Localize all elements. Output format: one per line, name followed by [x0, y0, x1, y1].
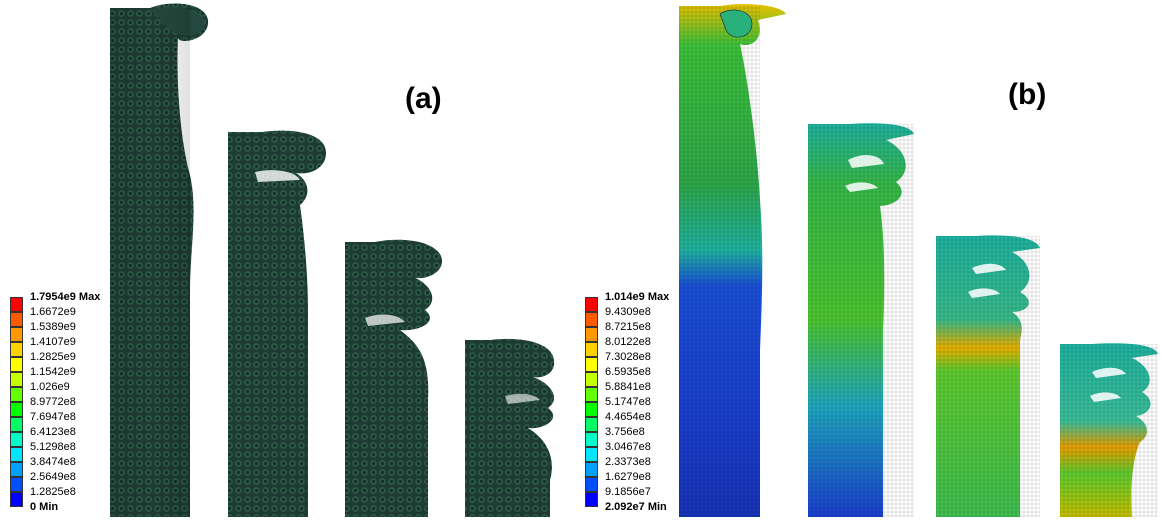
legend-a-value-2: 1.5389e9: [30, 321, 76, 333]
legend-b-value-9: 3.756e8: [605, 426, 645, 438]
legend-a-value-3: 1.4107e9: [30, 336, 76, 348]
panel-a: (a) 1.7954e9 Max 1.6672e9 1.5389e9 1.410…: [0, 0, 580, 520]
legend-b-value-8: 4.4654e8: [605, 411, 651, 423]
legend-a-value-5: 1.1542e9: [30, 366, 76, 378]
legend-b-value-2: 8.7215e8: [605, 321, 651, 333]
legend-a-value-8: 7.6947e8: [30, 411, 76, 423]
legend-a-swatch-10: [10, 447, 23, 462]
panel-b-mesh: [679, 4, 1158, 518]
legend-b-swatch-7: [585, 402, 598, 417]
panel-a-label: (a): [405, 82, 442, 115]
legend-a: 1.7954e9 Max 1.6672e9 1.5389e9 1.4107e9 …: [10, 291, 110, 517]
legend-b-swatch-5: [585, 372, 598, 387]
legend-a-swatch-6: [10, 387, 23, 402]
legend-b-value-6: 5.8841e8: [605, 381, 651, 393]
panel-b-label: (b): [1008, 78, 1047, 111]
legend-a-value-0: 1.7954e9 Max: [30, 291, 101, 303]
legend-a-value-12: 2.5649e8: [30, 471, 76, 483]
legend-b-swatch-0: [585, 297, 598, 312]
legend-a-swatch-3: [10, 342, 23, 357]
legend-b-value-13: 9.1856e7: [605, 486, 651, 498]
legend-a-value-13: 1.2825e8: [30, 486, 76, 498]
legend-a-value-1: 1.6672e9: [30, 306, 76, 318]
legend-b-value-3: 8.0122e8: [605, 336, 651, 348]
legend-b-swatch-11: [585, 462, 598, 477]
tube-a3: [345, 239, 443, 517]
legend-b-value-1: 9.4309e8: [605, 306, 651, 318]
legend-a-swatch-8: [10, 417, 23, 432]
legend-a-swatch-7: [10, 402, 23, 417]
legend-a-value-6: 1.026e9: [30, 381, 70, 393]
tube-a4: [465, 338, 555, 517]
tube-a2: [228, 130, 327, 517]
legend-a-swatch-5: [10, 372, 23, 387]
legend-a-value-11: 3.8474e8: [30, 456, 76, 468]
legend-a-value-9: 6.4123e8: [30, 426, 76, 438]
legend-a-swatch-0: [10, 297, 23, 312]
legend-b-value-0: 1.014e9 Max: [605, 291, 670, 303]
legend-b-value-5: 6.5935e8: [605, 366, 651, 378]
panel-a-mesh: [110, 3, 555, 518]
legend-a-swatch-2: [10, 327, 23, 342]
legend-a-swatch-1: [10, 312, 23, 327]
legend-a-value-7: 8.9772e8: [30, 396, 76, 408]
legend-a-swatch-13: [10, 492, 23, 507]
legend-b-value-10: 3.0467e8: [605, 441, 651, 453]
legend-b-value-4: 7.3028e8: [605, 351, 651, 363]
legend-b-swatch-8: [585, 417, 598, 432]
legend-b-swatch-3: [585, 342, 598, 357]
legend-a-swatch-12: [10, 477, 23, 492]
panel-b: (b) 1.014e9 Max 9.4309e8 8.7215e8 8.0122…: [580, 0, 1161, 520]
legend-a-value-14: 0 Min: [30, 501, 59, 513]
legend-b-swatch-4: [585, 357, 598, 372]
legend-b-swatch-10: [585, 447, 598, 462]
legend-b-value-7: 5.1747e8: [605, 396, 651, 408]
legend-a-swatch-9: [10, 432, 23, 447]
legend-b-value-11: 2.3373e8: [605, 456, 651, 468]
legend-b-swatch-12: [585, 477, 598, 492]
legend-b-value-14: 2.092e7 Min: [605, 501, 667, 513]
legend-b-swatch-9: [585, 432, 598, 447]
legend-a-value-10: 5.1298e8: [30, 441, 76, 453]
legend-b-swatch-13: [585, 492, 598, 507]
legend-b-swatch-6: [585, 387, 598, 402]
legend-a-swatch-4: [10, 357, 23, 372]
legend-b-value-12: 1.6279e8: [605, 471, 651, 483]
legend-b-swatch-1: [585, 312, 598, 327]
legend-b: 1.014e9 Max 9.4309e8 8.7215e8 8.0122e8 7…: [585, 291, 685, 517]
legend-a-swatch-11: [10, 462, 23, 477]
legend-b-swatch-2: [585, 327, 598, 342]
legend-a-value-4: 1.2825e9: [30, 351, 76, 363]
